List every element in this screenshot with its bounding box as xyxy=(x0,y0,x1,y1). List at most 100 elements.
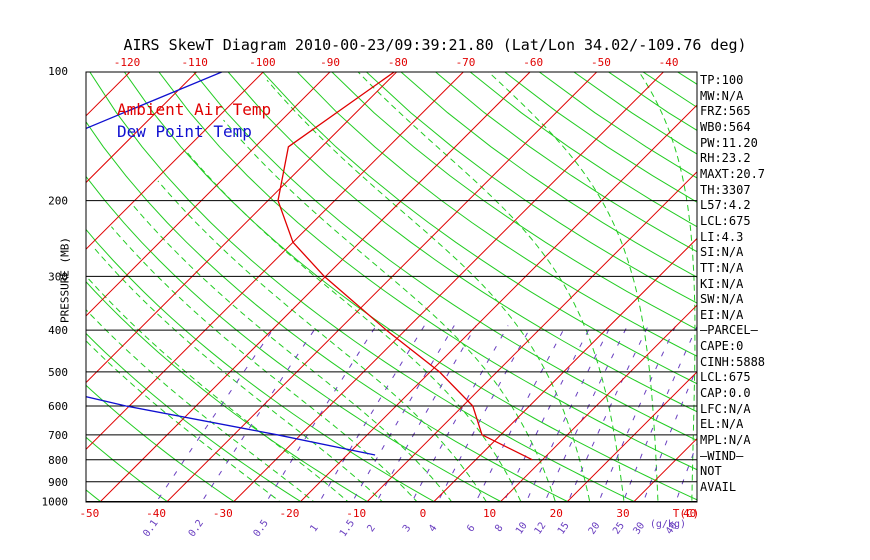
top-temp-tick-label: -90 xyxy=(320,56,340,69)
isotherm-line xyxy=(86,72,264,250)
pressure-tick-label: 700 xyxy=(48,429,68,442)
mixing-ratio-label: 10 xyxy=(514,520,530,536)
stat-line: MPL:N/A xyxy=(700,432,751,447)
bottom-temp-tick-label: 40 xyxy=(683,507,696,520)
stat-line: —WIND— xyxy=(700,448,744,463)
dry-adiabat-line xyxy=(745,71,870,511)
legend-ambient-air-temp: Ambient Air Temp xyxy=(117,100,272,119)
pressure-tick-label: 500 xyxy=(48,366,68,379)
isotherm-line xyxy=(0,61,7,510)
isotherm-line xyxy=(165,72,598,502)
stat-line: CAPE:0 xyxy=(700,339,744,354)
mixing-ratio-label: 30 xyxy=(631,520,647,536)
stat-line: RH:23.2 xyxy=(700,151,751,166)
y-axis-label: PRESSURE (MB) xyxy=(58,236,72,324)
mixing-ratio-label: 1.5 xyxy=(338,518,357,539)
isotherm-line xyxy=(86,72,465,451)
mixing-ratio-label: 8 xyxy=(493,523,505,534)
dry-adiabat-line xyxy=(123,72,697,501)
mixing-ratio-line xyxy=(318,325,425,502)
stat-line: MAXT:20.7 xyxy=(700,166,766,181)
dry-adiabat-line xyxy=(365,72,697,304)
isotherm-line xyxy=(86,72,331,317)
bottom-temp-tick-label: 20 xyxy=(550,507,563,520)
dry-adiabat-line xyxy=(296,72,697,357)
stat-line: NOT xyxy=(700,464,722,479)
stat-line: TH:3307 xyxy=(700,182,751,197)
bottom-temp-tick-label: 30 xyxy=(616,507,629,520)
bottom-temp-tick-label: -50 xyxy=(79,507,99,520)
stat-line: LCL:675 xyxy=(700,370,751,385)
dry-adiabat-line xyxy=(331,72,697,330)
stat-line: LI:4.3 xyxy=(700,229,744,244)
stat-line: FRZ:565 xyxy=(700,104,751,119)
plot-frame xyxy=(85,71,698,503)
dry-adiabat-line xyxy=(89,72,637,502)
top-temp-tick-label: -50 xyxy=(591,56,611,69)
moist-adiabat-line xyxy=(111,226,418,502)
stat-line: EI:N/A xyxy=(700,307,744,322)
stat-line: AVAIL xyxy=(700,479,737,494)
isotherm-line xyxy=(299,104,697,502)
moist-adiabat-line xyxy=(86,275,350,502)
pressure-tick-label: 1000 xyxy=(42,496,69,509)
top-temp-tick-label: -120 xyxy=(114,56,141,69)
mixing-ratio-label: 0.5 xyxy=(252,518,271,539)
mixing-ratio-line xyxy=(411,325,509,502)
top-temp-tick-label: -40 xyxy=(659,56,679,69)
stat-line: SW:N/A xyxy=(700,292,744,307)
stat-line: TT:N/A xyxy=(700,260,744,275)
mixing-ratio-label: 6 xyxy=(465,523,477,534)
bottom-temp-tick-label: -10 xyxy=(346,507,366,520)
pressure-tick-label: 200 xyxy=(48,195,68,208)
stat-line: KI:N/A xyxy=(700,276,744,291)
top-temp-tick-label: -60 xyxy=(523,56,543,69)
bottom-temp-tick-label: 10 xyxy=(483,507,496,520)
stat-line: MW:N/A xyxy=(700,88,744,103)
mixing-ratio-label: 20 xyxy=(587,521,603,537)
dry-adiabat-line xyxy=(86,121,570,502)
dry-adiabat-line xyxy=(849,71,870,511)
stat-line: L57:4.2 xyxy=(700,198,751,213)
moist-adiabat-line xyxy=(223,119,556,502)
mixing-ratio-label: 2 xyxy=(365,523,377,534)
mixing-ratio-label: 1 xyxy=(308,523,320,534)
moist-adiabat-line xyxy=(357,72,625,502)
dry-adiabat-line xyxy=(814,71,870,511)
stat-line: WB0:564 xyxy=(700,120,751,134)
mixing-ratio-label: 25 xyxy=(611,520,627,536)
dry-adiabat-line xyxy=(86,384,236,502)
isotherm-line xyxy=(366,171,697,502)
stat-line: CAP:0.0 xyxy=(700,386,751,400)
stat-line: PW:11.20 xyxy=(700,135,758,150)
dry-adiabat-line xyxy=(400,72,697,278)
dry-adiabat-line xyxy=(227,72,697,413)
chart-title: AIRS SkewT Diagram 2010-00-23/09:39:21.8… xyxy=(123,36,747,54)
moist-adiabat-line xyxy=(86,340,282,502)
pressure-tick-label: 100 xyxy=(48,65,68,78)
top-temp-tick-label: -70 xyxy=(456,56,476,69)
stat-line: SI:N/A xyxy=(700,245,744,260)
isotherm-line xyxy=(232,72,665,502)
dry-adiabat-line xyxy=(192,72,697,441)
mixing-ratio-label: 12 xyxy=(533,520,549,536)
dry-adiabat-line xyxy=(86,280,370,502)
dew-point-temp-line xyxy=(86,72,376,456)
moist-adiabat-line xyxy=(86,309,316,502)
stat-line: LFC:N/A xyxy=(700,401,751,416)
dry-adiabat-line xyxy=(434,72,697,253)
dry-adiabat-line xyxy=(0,71,45,511)
mixing-ratio-line xyxy=(155,325,277,502)
top-temp-tick-label: -110 xyxy=(181,56,208,69)
mixing-ratio-label: 3 xyxy=(401,523,413,534)
dry-adiabat-line xyxy=(780,71,870,511)
isotherm-line xyxy=(99,72,531,502)
stat-line: CINH:5888 xyxy=(700,354,766,369)
top-temp-tick-label: -100 xyxy=(249,56,276,69)
bottom-temp-tick-label: -20 xyxy=(280,507,300,520)
temp-unit-label: T(C) xyxy=(673,507,700,520)
dry-adiabat-line xyxy=(262,72,697,385)
moist-adiabat-line xyxy=(157,180,488,502)
top-temp-tick-label: -80 xyxy=(388,56,408,69)
moist-adiabat-line xyxy=(487,72,659,502)
